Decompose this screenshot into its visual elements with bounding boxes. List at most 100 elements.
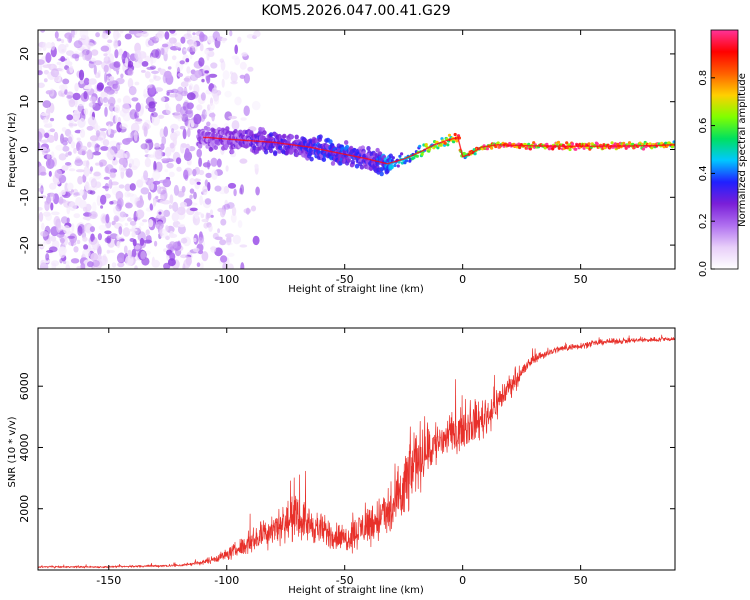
spectrogram-noise-cell — [168, 93, 178, 98]
spectrogram-noise-cell — [109, 172, 116, 178]
spectrogram-noise-cell — [103, 53, 108, 57]
spectrogram-noise-cell — [102, 139, 110, 147]
spectrogram-noise-cell — [73, 213, 81, 219]
spectrogram-noise-cell — [214, 247, 223, 257]
spectrogram-noise-cell — [125, 255, 134, 266]
spectrogram-noise-cell — [56, 222, 61, 234]
spectrogram-noise-cell — [111, 262, 117, 268]
spectrogram-noise-cell — [115, 77, 125, 85]
spectrogram-noise-cell — [204, 70, 209, 74]
spectrogram-noise-cell — [86, 160, 90, 168]
snr-x-ticks: -150 -100 -50 0 50 — [96, 328, 588, 587]
spectrogram-ridge-cell — [230, 149, 235, 155]
spectrogram-noise-cell — [182, 263, 186, 269]
spectrogram-noise-cell — [123, 245, 128, 254]
spectrogram-noise-cell — [207, 35, 214, 44]
spectrogram-noise-cell — [165, 103, 169, 110]
spectrogram-ridge-cell — [273, 150, 278, 156]
spectrogram-noise-cell — [91, 49, 99, 56]
spectrogram-ridge-cell — [318, 134, 323, 140]
spectrogram-ridge-cell — [389, 164, 394, 170]
spectrogram-noise-cell — [199, 43, 204, 52]
spectrogram-noise-cell — [73, 40, 83, 49]
spectrogram-noise-cell — [129, 183, 136, 191]
spectrogram-noise-cell — [152, 180, 161, 185]
spectrogram-noise-cell — [209, 102, 215, 111]
spectrogram-noise-cell — [161, 43, 169, 48]
spectrogram-ridge-cell — [354, 163, 360, 169]
spectrogram-noise-cell — [118, 48, 123, 56]
spectrogram-noise-cell — [107, 39, 113, 44]
spectrogram-noise-cell — [73, 192, 82, 196]
spectrogram-noise-cell — [80, 262, 86, 269]
spectrogram-ridge-cell — [404, 159, 409, 163]
spectrogram-noise-cell — [94, 72, 101, 79]
snr-series-line — [38, 334, 675, 569]
spectrogram-noise-cell — [135, 102, 141, 112]
spectrogram-noise-cell — [137, 249, 147, 261]
spectrogram-noise-cell — [147, 191, 152, 201]
spectrogram-noise-cell — [95, 162, 100, 166]
spectrogram-y-label: Frequency (Hz) — [7, 112, 18, 188]
spectrogram-noise-cell — [125, 57, 129, 67]
spectrogram-noise-cell — [82, 216, 92, 221]
spectrogram-noise-cell — [89, 96, 97, 102]
spectrogram-noise-cell — [240, 262, 245, 269]
spectrogram-noise-cell — [56, 38, 62, 42]
spectrogram-ridge-cell — [428, 147, 432, 151]
spectrogram-noise-cell — [199, 195, 204, 206]
spectrogram-ridge-cell — [294, 134, 299, 140]
spectrogram-ridge-cell — [543, 146, 547, 150]
spectrogram-noise-cell — [164, 31, 170, 40]
spectrogram-ridge-cell — [400, 152, 404, 156]
spectrogram-ridge-cell — [587, 142, 591, 146]
spectrogram-x-tick-label: 50 — [574, 273, 588, 286]
spectrogram-noise-cell — [196, 148, 202, 158]
spectrogram-noise-cell — [79, 189, 84, 197]
spectrogram-noise-cell — [56, 232, 65, 238]
spectrogram-noise-cell — [200, 262, 204, 269]
spectrogram-noise-cell — [113, 205, 120, 215]
spectrogram-noise-cell — [38, 131, 43, 142]
spectrogram-noise-cell — [103, 87, 111, 93]
spectrogram-noise-cell — [216, 158, 222, 168]
spectrogram-noise-cell — [198, 57, 205, 67]
spectrogram-noise-cell — [74, 82, 79, 92]
spectrogram-noise-cell — [118, 226, 123, 235]
spectrogram-noise-cell — [49, 128, 56, 133]
spectrogram-ridge-cell — [396, 164, 400, 168]
snr-frame — [37, 327, 676, 571]
spectrogram-noise-cell — [199, 31, 205, 43]
spectrogram-noise-cell — [210, 157, 218, 167]
spectrogram-noise-cell — [118, 157, 127, 165]
spectrogram-noise-cell — [93, 171, 101, 177]
spectrogram-noise-cell — [47, 122, 53, 127]
spectrogram-noise-cell — [104, 183, 110, 192]
spectrogram-noise-cell — [180, 237, 188, 244]
spectrogram-noise-cell — [239, 74, 246, 79]
spectrogram-noise-cell — [175, 42, 182, 49]
spectrogram-noise-cell — [49, 246, 58, 253]
spectrogram-noise-cell — [125, 168, 133, 178]
spectrogram-noise-cell — [134, 50, 142, 60]
spectrogram-noise-cell — [57, 43, 67, 54]
spectrogram-noise-cell — [225, 165, 229, 172]
spectrogram-noise-cell — [103, 103, 111, 107]
spectrogram-ridge-cell — [307, 151, 313, 157]
spectrogram-noise-cell — [83, 244, 89, 250]
spectrogram-x-tick-label: 0 — [459, 273, 466, 286]
spectrogram-noise-cell — [107, 146, 112, 152]
spectrogram-noise-cell — [122, 227, 131, 237]
spectrogram-noise-cell — [58, 246, 67, 255]
spectrogram-noise-cell — [70, 258, 80, 264]
spectrogram-noise-cell — [166, 162, 174, 169]
spectrogram-ridge-cell — [415, 154, 419, 158]
spectrogram-noise-cell — [40, 195, 47, 199]
spectrogram-noise-cell — [188, 40, 197, 48]
spectrogram-noise-cell — [50, 41, 56, 51]
spectrogram-noise-cell — [188, 83, 194, 90]
spectrogram-noise-cell — [44, 132, 50, 139]
spectrogram-noise-cell — [251, 100, 261, 111]
spectrogram-noise-cell — [87, 141, 92, 148]
spectrogram-noise-cell — [42, 64, 52, 69]
